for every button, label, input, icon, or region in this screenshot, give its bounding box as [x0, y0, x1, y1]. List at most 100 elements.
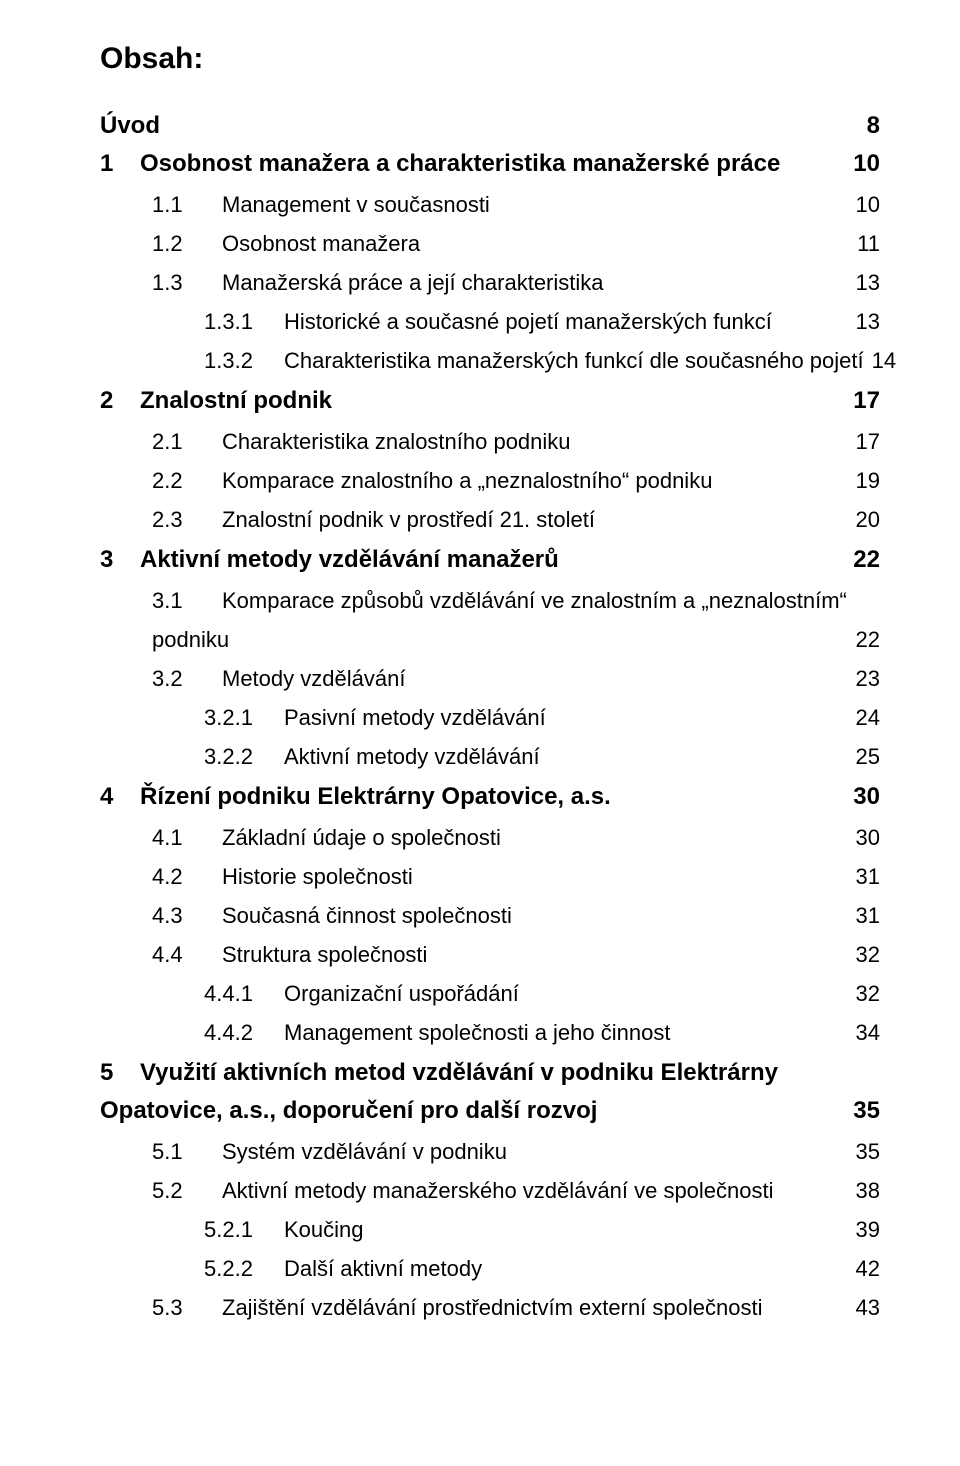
toc-page-number: 23: [856, 662, 880, 695]
toc-number: 1.3.2: [204, 344, 284, 377]
toc-title: Znalostní podnik: [140, 387, 332, 414]
toc-title: Historie společnosti: [222, 864, 413, 889]
toc-number: 1.1: [152, 188, 222, 221]
toc-entry: 3.2.1Pasivní metody vzdělávání24: [100, 701, 880, 734]
toc-page-number: 24: [856, 701, 880, 734]
toc-number: 5: [100, 1059, 140, 1087]
toc-page-number: 31: [856, 899, 880, 932]
toc-number: 3: [100, 546, 140, 574]
toc-title: Osobnost manažera a charakteristika mana…: [140, 150, 780, 177]
toc-number: 4.4: [152, 938, 222, 971]
toc-title: Aktivní metody manažerského vzdělávání v…: [222, 1178, 774, 1203]
toc-entry: 2Znalostní podnik17: [100, 387, 880, 415]
toc-number: 4.2: [152, 860, 222, 893]
toc-entry: 4.1Základní údaje o společnosti30: [100, 821, 880, 854]
toc-number: 4.4.1: [204, 977, 284, 1010]
toc-page-number: 11: [857, 227, 880, 260]
toc-number: 4.4.2: [204, 1016, 284, 1049]
toc-entry: 4.4Struktura společnosti 32: [100, 938, 880, 971]
toc-number: 1: [100, 150, 140, 178]
toc-title: Koučing: [284, 1217, 364, 1242]
toc-entry: 2.3Znalostní podnik v prostředí 21. stol…: [100, 503, 880, 536]
toc-entry: 1.2Osobnost manažera 11: [100, 227, 880, 260]
toc-number: 2.2: [152, 464, 222, 497]
toc-entry: 4.4.1Organizační uspořádání32: [100, 977, 880, 1010]
toc-number: 3.2: [152, 662, 222, 695]
toc-entry: 3.1Komparace způsobů vzdělávání ve znalo…: [100, 584, 880, 617]
toc-number: 5.3: [152, 1291, 222, 1324]
toc-entry: 3Aktivní metody vzdělávání manažerů 22: [100, 546, 880, 574]
toc-title: Charakteristika manažerských funkcí dle …: [284, 348, 864, 373]
toc-page-number: 10: [856, 188, 880, 221]
toc-entry: 5.1Systém vzdělávání v podniku35: [100, 1135, 880, 1168]
toc-page-number: 43: [856, 1291, 880, 1324]
toc-page-number: 22: [856, 623, 880, 656]
toc-page-number: 19: [856, 464, 880, 497]
toc-entry: 1.3.2Charakteristika manažerských funkcí…: [100, 344, 880, 377]
toc-number: 3.2.2: [204, 740, 284, 773]
toc-entry: 5Využití aktivních metod vzdělávání v po…: [100, 1059, 880, 1087]
toc-entry: 5.2.2Další aktivní metody42: [100, 1252, 880, 1285]
toc-title-cont: Opatovice, a.s., doporučení pro další ro…: [100, 1097, 597, 1125]
toc-number: 5.2.2: [204, 1252, 284, 1285]
toc-page-number: 38: [856, 1174, 880, 1207]
toc-title: Struktura společnosti: [222, 942, 427, 967]
toc-entry: 3.2Metody vzdělávání 23: [100, 662, 880, 695]
toc-page-number: 42: [856, 1252, 880, 1285]
toc-page-number: 30: [856, 821, 880, 854]
toc-entry: 1.1Management v současnosti 10: [100, 188, 880, 221]
toc-title: Historické a současné pojetí manažerskýc…: [284, 309, 772, 334]
toc-number: 5.1: [152, 1135, 222, 1168]
toc-title: Řízení podniku Elektrárny Opatovice, a.s…: [140, 783, 611, 810]
toc-page-number: 22: [853, 546, 880, 574]
toc-page-number: 10: [853, 150, 880, 178]
toc-title: Komparace způsobů vzdělávání ve znalostn…: [222, 588, 847, 613]
toc-number: 4: [100, 783, 140, 811]
toc-page-number: 20: [856, 503, 880, 536]
toc-title: Manažerská práce a její charakteristika: [222, 270, 604, 295]
toc-page-number: 17: [856, 425, 880, 458]
toc-number: 5.2.1: [204, 1213, 284, 1246]
toc-entry: 5.2Aktivní metody manažerského vzděláván…: [100, 1174, 880, 1207]
toc-title-cont: podniku: [152, 623, 229, 656]
toc-title: Osobnost manažera: [222, 231, 420, 256]
table-of-contents: Úvod 8 1Osobnost manažera a charakteristik…: [100, 112, 880, 1324]
toc-title: Zajištění vzdělávání prostřednictvím ext…: [222, 1295, 762, 1320]
toc-title: Současná činnost společnosti: [222, 903, 512, 928]
toc-entry: Úvod 8: [100, 112, 880, 140]
toc-number: 2.1: [152, 425, 222, 458]
toc-entry: 4.4.2Management společnosti a jeho činno…: [100, 1016, 880, 1049]
toc-number: 1.2: [152, 227, 222, 260]
toc-number: 3.1: [152, 584, 222, 617]
toc-number: 1.3.1: [204, 305, 284, 338]
toc-entry: 1.3.1Historické a současné pojetí manaže…: [100, 305, 880, 338]
toc-page-number: 14: [872, 344, 896, 377]
toc-title: Metody vzdělávání: [222, 666, 405, 691]
toc-page-number: 8: [867, 112, 880, 140]
toc-entry: 4Řízení podniku Elektrárny Opatovice, a.…: [100, 783, 880, 811]
toc-title: Využití aktivních metod vzdělávání v pod…: [140, 1059, 778, 1086]
toc-page-number: 32: [856, 938, 880, 971]
toc-entry: 5.2.1Koučing 39: [100, 1213, 880, 1246]
page: Obsah: Úvod 8 1Osobnost manažera a charakt…: [0, 0, 960, 1466]
toc-entry: 5.3Zajištění vzdělávání prostřednictvím …: [100, 1291, 880, 1324]
toc-title: Znalostní podnik v prostředí 21. století: [222, 507, 595, 532]
toc-title: Management v současnosti: [222, 192, 490, 217]
toc-title: Úvod: [100, 112, 160, 140]
toc-heading: Obsah:: [100, 42, 880, 76]
toc-page-number: 13: [856, 266, 880, 299]
toc-page-number: 39: [856, 1213, 880, 1246]
toc-entry: 2.2Komparace znalostního a „neznalostníh…: [100, 464, 880, 497]
toc-title: Aktivní metody vzdělávání manažerů: [140, 546, 559, 573]
toc-page-number: 34: [856, 1016, 880, 1049]
toc-title: Organizační uspořádání: [284, 981, 519, 1006]
toc-number: 2: [100, 387, 140, 415]
toc-entry: 2.1Charakteristika znalostního podniku17: [100, 425, 880, 458]
toc-title: Management společnosti a jeho činnost: [284, 1020, 670, 1045]
toc-number: 1.3: [152, 266, 222, 299]
toc-number: 5.2: [152, 1174, 222, 1207]
toc-title: Aktivní metody vzdělávání: [284, 744, 540, 769]
toc-page-number: 35: [856, 1135, 880, 1168]
toc-page-number: 31: [856, 860, 880, 893]
toc-entry: 3.2.2Aktivní metody vzdělávání25: [100, 740, 880, 773]
